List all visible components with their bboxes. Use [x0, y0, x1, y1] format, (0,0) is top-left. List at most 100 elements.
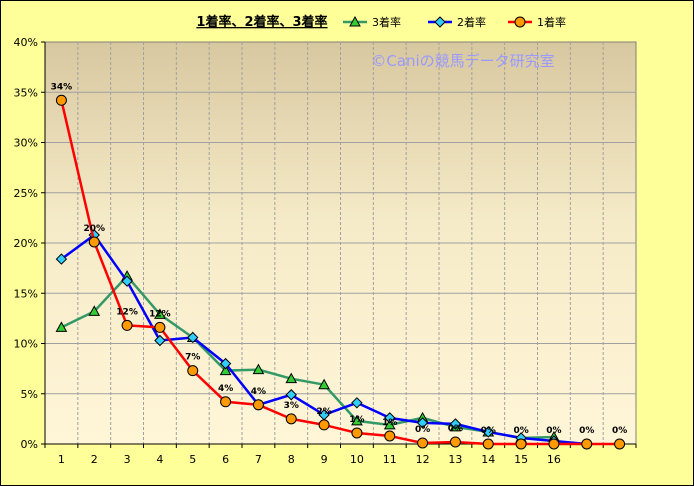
data-label: 0%: [579, 426, 594, 436]
series-layer: [55, 94, 626, 450]
data-point: [285, 413, 297, 425]
y-tick-label: 5%: [21, 388, 38, 401]
data-point: [351, 414, 363, 426]
data-label: 12%: [116, 307, 138, 317]
x-tick-label: 12: [416, 453, 430, 466]
legend-item: 1着率: [508, 15, 566, 29]
data-label: 1%: [382, 418, 397, 428]
data-label: 0%: [448, 424, 463, 434]
x-tick-label: 11: [383, 453, 397, 466]
y-tick-label: 40%: [14, 36, 38, 49]
data-point: [219, 364, 232, 376]
data-point: [351, 427, 363, 439]
x-tick-label: 5: [189, 453, 196, 466]
x-tick-label: 3: [124, 453, 131, 466]
data-point: [55, 253, 68, 265]
legend-item: 3着率: [343, 15, 401, 29]
data-point: [88, 305, 101, 316]
data-point: [285, 389, 297, 401]
data-point: [154, 321, 166, 333]
data-point: [55, 321, 68, 332]
data-point: [515, 438, 527, 450]
x-tick-label: 4: [156, 453, 163, 466]
data-point: [220, 396, 232, 408]
data-label: 2%: [316, 407, 331, 417]
data-label: 0%: [612, 426, 627, 436]
x-tick-label: 15: [514, 453, 528, 466]
data-point: [187, 331, 199, 344]
x-tick-label: 9: [321, 453, 328, 466]
x-tick-label: 14: [481, 453, 495, 466]
data-label: 4%: [218, 384, 233, 394]
y-axis: 0% 5% 10% 15% 20% 25% 30% 35% 40%: [14, 36, 46, 451]
legend-item: 2着率: [428, 15, 486, 29]
y-tick-label: 20%: [14, 237, 38, 250]
data-point: [154, 308, 166, 319]
data-label: 4%: [251, 387, 266, 397]
data-point: [383, 418, 396, 430]
y-tick-label: 10%: [14, 338, 38, 351]
chart-title: 1着率、2着率、3着率: [196, 14, 327, 30]
gridlines: [45, 42, 636, 444]
data-label: 0%: [513, 426, 528, 436]
data-label: 0%: [481, 426, 496, 436]
legend-marker: [349, 15, 361, 27]
x-tick-label: 13: [448, 453, 462, 466]
data-label: 1%: [349, 415, 364, 425]
x-tick-label: 16: [547, 453, 561, 466]
y-tick-label: 0%: [21, 438, 38, 451]
data-point: [482, 438, 494, 450]
data-point: [449, 436, 461, 448]
x-tick-label: 2: [91, 453, 98, 466]
data-label: 0%: [546, 426, 561, 436]
data-label: 3%: [284, 401, 299, 411]
data-point: [252, 363, 265, 375]
y-tick-label: 25%: [14, 187, 38, 200]
series-line: [60, 274, 554, 440]
legend-marker: [514, 16, 526, 28]
data-point: [187, 365, 199, 377]
data-point: [482, 426, 494, 438]
x-tick-label: 6: [222, 453, 229, 466]
series-circle: [55, 94, 626, 450]
y-tick-label: 35%: [14, 86, 38, 99]
x-tick-label: 10: [350, 453, 364, 466]
data-label: 12%: [149, 309, 171, 319]
x-tick-label: 1: [58, 453, 65, 466]
data-label: 20%: [83, 224, 105, 234]
data-point: [318, 419, 330, 431]
data-point: [384, 412, 396, 424]
data-point: [614, 438, 626, 450]
x-axis: 1 2 3 4 5 6 7 8 9 10 11 12 13 14 15 16: [44, 443, 637, 466]
legend: 3着率 2着率 1着率: [343, 15, 566, 29]
legend-label: 1着率: [537, 15, 566, 29]
legend-label: 2着率: [457, 15, 486, 29]
x-tick-label: 7: [255, 453, 262, 466]
data-labels: 34% 20% 12% 12% 7% 4% 4% 3% 2% 1% 1% 0% 0% 0% 0% 0% 0% 0%: [51, 82, 628, 436]
data-point: [121, 319, 133, 331]
data-point: [252, 399, 264, 411]
data-point: [449, 418, 462, 430]
data-point: [55, 94, 67, 106]
y-tick-label: 30%: [14, 137, 38, 150]
data-point: [384, 430, 396, 442]
data-point: [416, 417, 429, 429]
data-point: [548, 438, 560, 450]
data-point: [121, 275, 133, 287]
data-label: 34%: [51, 82, 73, 92]
data-label: 0%: [415, 425, 430, 435]
data-point: [417, 437, 429, 449]
data-label: 7%: [185, 353, 200, 363]
data-point: [351, 397, 363, 409]
data-point: [154, 334, 166, 347]
legend-marker: [434, 16, 446, 28]
data-point: [88, 236, 100, 248]
legend-label: 3着率: [372, 15, 401, 29]
data-point: [219, 357, 232, 370]
data-point: [285, 372, 298, 384]
y-tick-label: 15%: [14, 287, 38, 300]
data-point: [318, 378, 330, 390]
data-point: [581, 438, 593, 450]
x-tick-label: 8: [288, 453, 295, 466]
